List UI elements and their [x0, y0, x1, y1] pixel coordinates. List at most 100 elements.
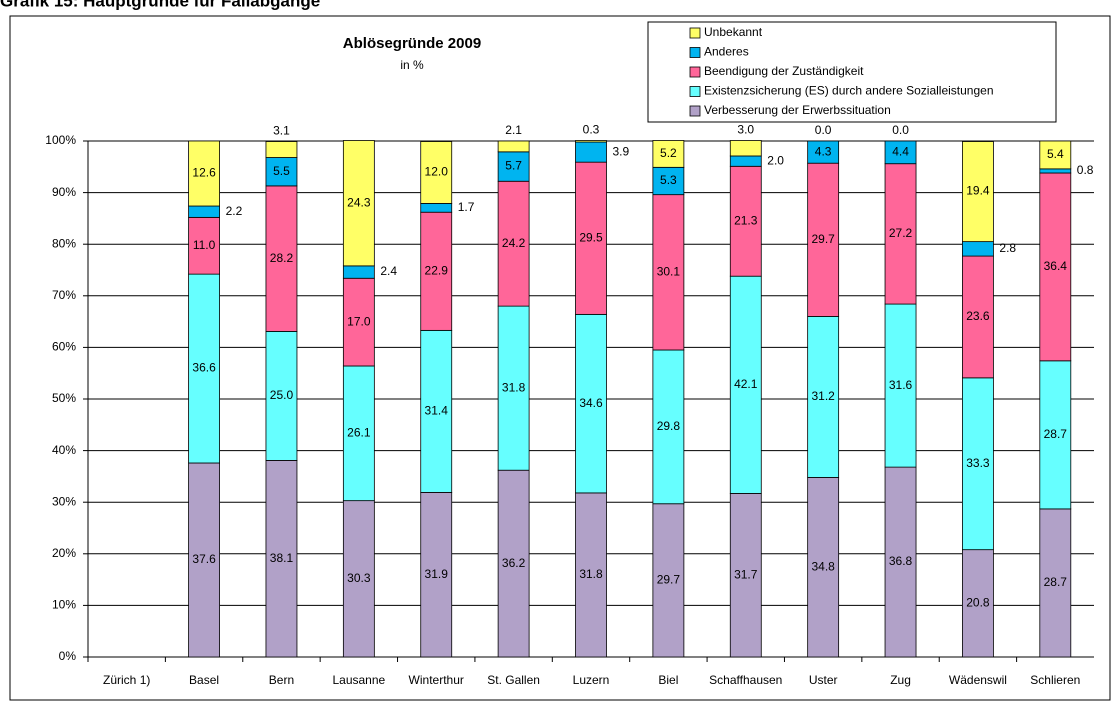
- bar-segment: [497, 469, 530, 658]
- legend-box: [647, 21, 1057, 123]
- bar-segment: [497, 305, 530, 471]
- y-tick-label: 40%: [52, 443, 76, 457]
- data-label: 5.7: [505, 159, 522, 173]
- bar-segment: [884, 163, 917, 305]
- data-label: 22.9: [425, 263, 449, 277]
- data-label: 31.9: [425, 567, 449, 581]
- data-label: 36.4: [1044, 259, 1068, 273]
- data-label: 20.8: [966, 596, 990, 610]
- data-label: 3.1: [273, 124, 290, 138]
- bar-segment: [807, 477, 840, 658]
- y-tick-label: 60%: [52, 340, 76, 354]
- data-label: 29.5: [579, 230, 603, 244]
- page-heading: Grafik 15: Hauptgründe für Fallabgänge: [0, 0, 320, 10]
- data-label: 30.1: [657, 264, 681, 278]
- bar-segment: [1039, 140, 1072, 170]
- data-label: 36.2: [502, 556, 526, 570]
- bar-segment: [575, 492, 607, 658]
- data-label: 33.3: [966, 456, 990, 470]
- data-label: 25.0: [270, 388, 294, 402]
- bar-segment: [652, 140, 685, 168]
- data-label: 28.7: [1044, 575, 1068, 589]
- y-tick-label: 10%: [52, 598, 76, 612]
- bar-segment: [962, 141, 994, 243]
- bar-segment: [652, 349, 685, 505]
- data-label: 31.7: [734, 567, 758, 581]
- data-label: 2.8: [999, 241, 1016, 255]
- data-label: 31.2: [811, 389, 835, 403]
- data-label: 38.1: [270, 551, 294, 565]
- data-label: 30.3: [347, 571, 371, 585]
- data-label: 37.6: [192, 552, 216, 566]
- data-label: 5.2: [660, 146, 677, 160]
- data-label: 3.9: [613, 144, 630, 158]
- bar-segment: [497, 180, 530, 307]
- y-tick-label: 30%: [52, 494, 76, 508]
- data-label: 23.6: [966, 309, 990, 323]
- bar-segment: [420, 203, 453, 213]
- legend-label: Verbesserung der Erwerbssituation: [704, 103, 891, 117]
- data-label: 1.7: [458, 200, 475, 214]
- bar-segment: [342, 365, 375, 502]
- bar-segment: [497, 140, 530, 153]
- bar-segment: [575, 161, 607, 315]
- data-label: 28.2: [270, 251, 294, 265]
- data-label: 19.4: [966, 184, 990, 198]
- bar-segment: [1039, 508, 1072, 658]
- data-label: 17.0: [347, 314, 371, 328]
- y-tick-label: 0%: [59, 649, 77, 663]
- bar-segment: [188, 462, 220, 658]
- data-label: 31.4: [425, 404, 449, 418]
- y-tick-label: 70%: [52, 288, 76, 302]
- data-label: 12.0: [425, 165, 449, 179]
- bar-segment: [265, 141, 298, 158]
- data-label: 12.6: [192, 166, 216, 180]
- legend-label: Anderes: [704, 45, 749, 59]
- bar-segment: [1039, 360, 1072, 510]
- bar-segment: [265, 157, 298, 187]
- data-label: 42.1: [734, 377, 758, 391]
- bar-segment: [1039, 172, 1072, 362]
- bar-segment: [497, 151, 530, 182]
- bar-segment: [884, 303, 917, 468]
- legend-swatch: [689, 27, 701, 39]
- x-tick-label: Schaffhausen: [709, 673, 782, 687]
- data-label: 5.4: [1047, 147, 1064, 161]
- bar-segment: [188, 273, 220, 464]
- bar-segment: [729, 275, 762, 494]
- data-label: 31.6: [889, 378, 913, 392]
- y-tick-label: 100%: [45, 133, 76, 147]
- x-tick-label: Bern: [269, 673, 294, 687]
- data-label: 0.3: [583, 123, 600, 137]
- bar-segment: [652, 166, 685, 196]
- data-label: 29.8: [657, 419, 681, 433]
- data-label: 21.3: [734, 213, 758, 227]
- data-label: 27.2: [889, 226, 913, 240]
- y-tick-label: 80%: [52, 236, 76, 250]
- bar-segment: [420, 491, 453, 658]
- bar-segment: [1039, 168, 1072, 174]
- data-label: 34.6: [579, 396, 603, 410]
- data-label: 28.7: [1044, 427, 1068, 441]
- bar-segment: [807, 162, 840, 317]
- bar-segment: [420, 211, 453, 331]
- legend-swatch: [689, 105, 701, 117]
- bar-segment: [420, 141, 453, 204]
- bar-segment: [342, 500, 375, 658]
- bar-segment: [265, 185, 298, 332]
- data-label: 11.0: [193, 238, 216, 252]
- data-label: 2.1: [505, 123, 522, 137]
- data-label: 36.8: [889, 554, 913, 568]
- bar-segment: [575, 141, 607, 163]
- bar-segment: [342, 140, 375, 267]
- y-tick-label: 90%: [52, 185, 76, 199]
- bar-segment: [652, 503, 685, 658]
- bar-segment: [729, 155, 762, 167]
- legend-swatch: [689, 86, 701, 97]
- data-label: 2.2: [226, 204, 243, 218]
- data-label: 2.4: [380, 264, 397, 278]
- data-label: 2.0: [767, 153, 784, 167]
- y-tick-label: 50%: [52, 391, 76, 405]
- y-tick-label: 20%: [52, 546, 76, 560]
- legend-swatch: [689, 66, 701, 78]
